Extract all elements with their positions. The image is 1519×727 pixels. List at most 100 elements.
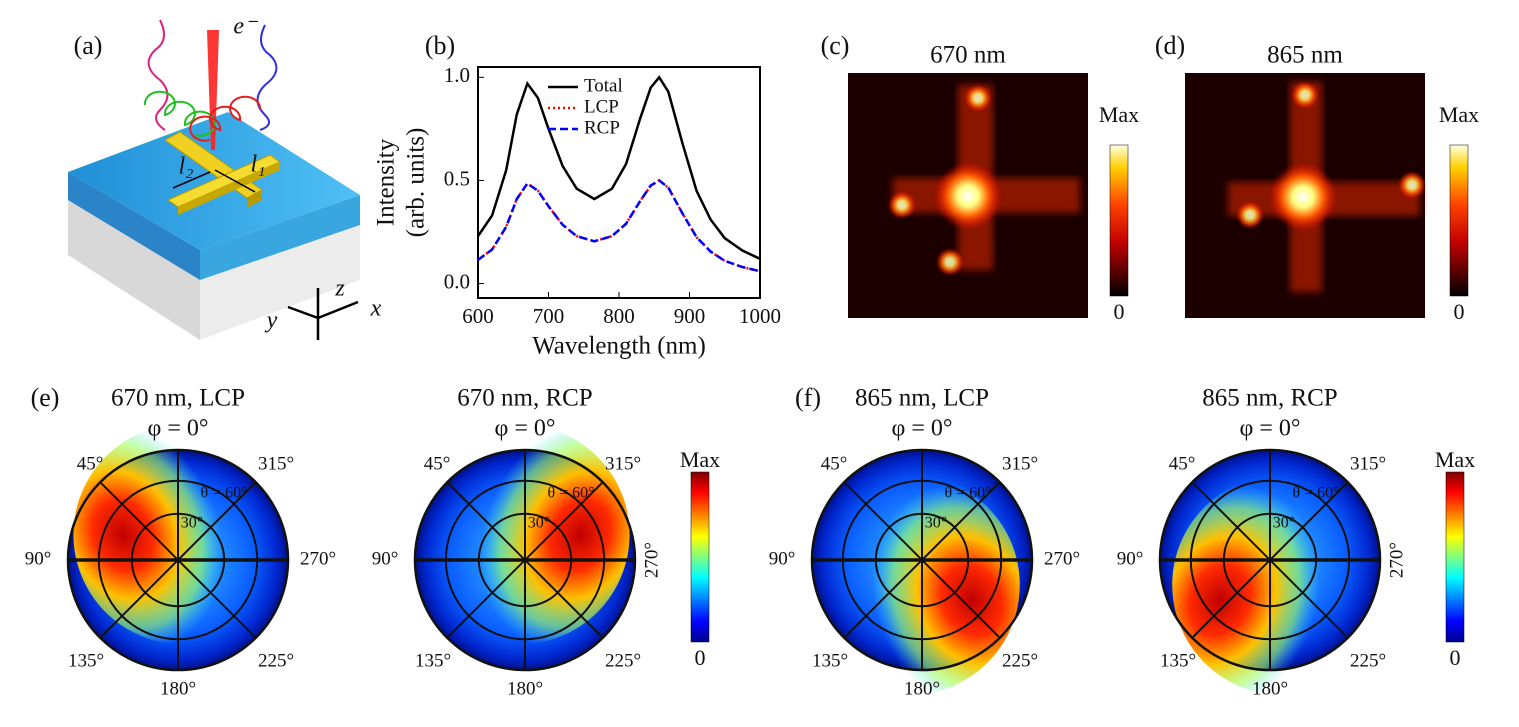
colorbar-max: Max xyxy=(1435,447,1475,472)
polar-spoke xyxy=(99,481,257,639)
y-tick-label: 0.5 xyxy=(444,166,470,190)
polar-angle-label: 225° xyxy=(1350,650,1386,671)
colorbar xyxy=(1445,471,1465,643)
heat-map xyxy=(1185,73,1426,318)
polar-angle-label: 180° xyxy=(160,678,196,699)
y-axis-label: Intensity xyxy=(373,138,400,226)
y-tick-label: 0.0 xyxy=(444,269,470,293)
map-hotspot xyxy=(1398,171,1426,199)
polar-angle-label: 90° xyxy=(769,548,796,569)
x-tick-label: 600 xyxy=(462,304,494,328)
arm-label: l₁ xyxy=(250,152,265,178)
polar-angle-label: 270° xyxy=(1386,542,1407,578)
map-hotspot xyxy=(888,191,916,219)
polar-angle-label: 315° xyxy=(258,453,294,474)
polar-ring-label: θ = 60° xyxy=(547,485,594,502)
polar-title: 670 nm, RCP xyxy=(457,385,592,412)
y-tick-label: 1.0 xyxy=(444,63,470,87)
polar-spoke xyxy=(446,481,604,639)
map-title: 670 nm xyxy=(930,42,1006,69)
polar-angle-label: 45° xyxy=(821,453,848,474)
polar-angle-label: 90° xyxy=(1117,548,1144,569)
x-tick-label: 1000 xyxy=(739,304,781,328)
colorbar-max: Max xyxy=(680,447,720,472)
colorbar-min: 0 xyxy=(1454,299,1465,324)
polar-title: 670 nm, LCP xyxy=(111,385,245,412)
polar-axis-title: φ = 0° xyxy=(892,416,953,442)
polar-title: 865 nm, RCP xyxy=(1202,385,1337,412)
map-center xyxy=(1269,163,1337,231)
series-line xyxy=(476,75,761,260)
polar-axis-title: φ = 0° xyxy=(495,416,556,442)
polar-ring-label: 30° xyxy=(1273,515,1295,532)
axis-label: x xyxy=(370,296,382,322)
x-axis-label: Wavelength (nm) xyxy=(532,333,706,360)
legend-label: Total xyxy=(584,75,623,96)
polar-ring-label: θ = 60° xyxy=(200,485,247,502)
colorbar-min: 0 xyxy=(1450,645,1461,670)
polar-angle-label: 45° xyxy=(77,453,104,474)
panel-label: (e) xyxy=(31,383,60,412)
polar-angle-label: 270° xyxy=(1044,548,1080,569)
polar-angle-label: 225° xyxy=(258,650,294,671)
map-hotspot xyxy=(1236,201,1264,229)
polar-spoke xyxy=(843,481,1001,639)
panel-label: (c) xyxy=(821,31,850,60)
heat-map xyxy=(848,73,1088,318)
colorbar xyxy=(1449,144,1469,297)
panel-a-drawing xyxy=(68,19,360,340)
polar-angle-label: 315° xyxy=(1350,453,1386,474)
polar-angle-label: 315° xyxy=(605,453,641,474)
polar-ring-label: θ = 60° xyxy=(944,485,991,502)
colorbar-max: Max xyxy=(1439,102,1479,127)
polar-spoke xyxy=(1191,481,1349,639)
colorbar-max: Max xyxy=(1099,102,1139,127)
panel-label: (d) xyxy=(1155,31,1185,60)
arm-label: l₂ xyxy=(178,154,193,180)
polar-angle-label: 180° xyxy=(507,678,543,699)
polar-angle-label: 180° xyxy=(1252,678,1288,699)
panel-label: (b) xyxy=(425,31,455,60)
polar-plot xyxy=(413,419,666,672)
y-axis-label: (arb. units) xyxy=(403,128,430,238)
polar-angle-label: 180° xyxy=(904,678,940,699)
map-hotspot xyxy=(1291,81,1319,109)
polar-angle-label: 90° xyxy=(372,548,399,569)
polar-ring-label: 30° xyxy=(181,515,203,532)
axis-label: y xyxy=(265,308,278,334)
x-tick-label: 900 xyxy=(674,304,706,328)
map-hotspot xyxy=(936,248,964,276)
polar-angle-label: 270° xyxy=(300,548,336,569)
polar-plot xyxy=(37,419,290,672)
polar-angle-label: 135° xyxy=(68,650,104,671)
polar-angle-label: 315° xyxy=(1002,453,1038,474)
legend-label: LCP xyxy=(584,96,619,117)
colorbar-min: 0 xyxy=(1114,299,1125,324)
polar-angle-label: 135° xyxy=(415,650,451,671)
colorbar xyxy=(690,471,710,643)
panel-label: (a) xyxy=(74,31,103,60)
polar-angle-label: 225° xyxy=(1002,650,1038,671)
x-tick-label: 800 xyxy=(603,304,635,328)
colorbar-min: 0 xyxy=(695,645,706,670)
axis-label: z xyxy=(334,276,345,302)
map-hotspot xyxy=(964,84,992,112)
polar-angle-label: 135° xyxy=(1160,650,1196,671)
polar-ring-label: 30° xyxy=(925,515,947,532)
beam-label: e⁻ xyxy=(233,14,259,40)
series-line xyxy=(477,178,761,273)
polar-angle-label: 45° xyxy=(1169,453,1196,474)
map-title: 865 nm xyxy=(1267,42,1343,69)
map-center xyxy=(934,162,1002,230)
colorbar xyxy=(1109,144,1129,297)
polar-axis-title: φ = 0° xyxy=(148,416,209,442)
legend-label: RCP xyxy=(584,117,620,138)
polar-ring-label: θ = 60° xyxy=(1292,485,1339,502)
polar-angle-label: 135° xyxy=(812,650,848,671)
polar-axis-title: φ = 0° xyxy=(1240,416,1301,442)
polar-title: 865 nm, LCP xyxy=(855,385,989,412)
polar-angle-label: 225° xyxy=(605,650,641,671)
polar-angle-label: 90° xyxy=(25,548,52,569)
